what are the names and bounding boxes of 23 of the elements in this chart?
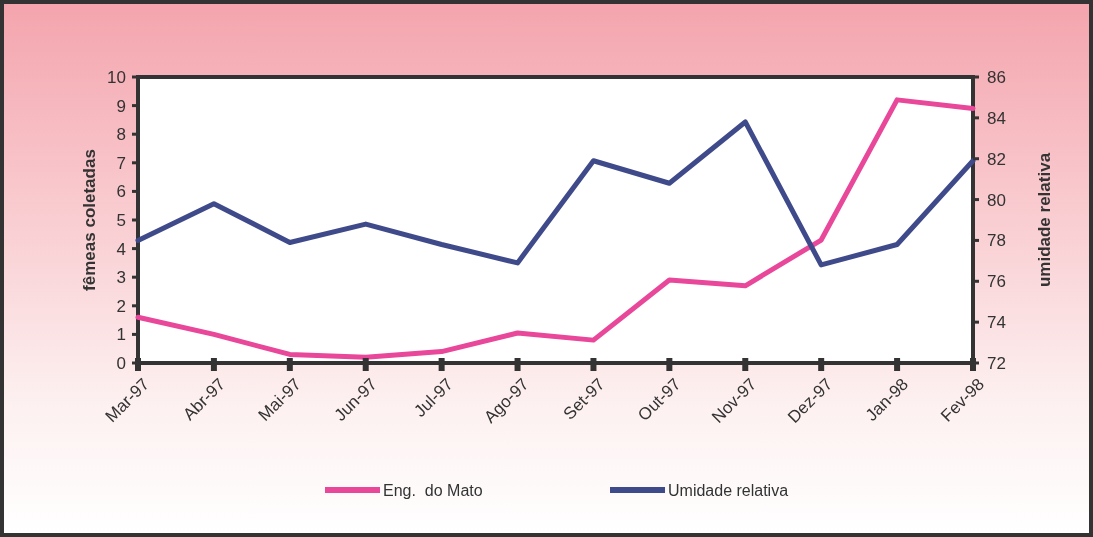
y2-axis-title: umidade relativa xyxy=(1035,152,1054,288)
y-tick-label: 4 xyxy=(116,239,126,259)
y2-tick-label: 86 xyxy=(987,67,1006,87)
y2-tick-label: 78 xyxy=(987,231,1006,251)
y-tick-label: 9 xyxy=(116,96,126,116)
y-tick-label: 3 xyxy=(116,268,126,288)
y2-tick-label: 74 xyxy=(987,313,1006,333)
legend-label: Eng. do Mato xyxy=(383,481,483,499)
y-tick-label: 8 xyxy=(116,125,126,145)
y-tick-label: 7 xyxy=(116,153,126,173)
y-tick-label: 0 xyxy=(116,353,126,373)
y2-tick-label: 76 xyxy=(987,272,1006,292)
y-axis-title: fêmeas coletadas xyxy=(80,149,99,291)
y-tick-label: 10 xyxy=(107,67,126,87)
y-tick-label: 6 xyxy=(116,182,126,202)
y2-tick-label: 80 xyxy=(987,190,1006,210)
legend-label: Umidade relativa xyxy=(668,481,789,499)
y2-tick-label: 72 xyxy=(987,353,1006,373)
y-tick-label: 2 xyxy=(116,296,126,316)
y2-tick-label: 84 xyxy=(987,108,1006,128)
y-tick-label: 1 xyxy=(116,325,126,345)
y2-tick-label: 82 xyxy=(987,149,1006,169)
y-tick-label: 5 xyxy=(116,210,126,230)
